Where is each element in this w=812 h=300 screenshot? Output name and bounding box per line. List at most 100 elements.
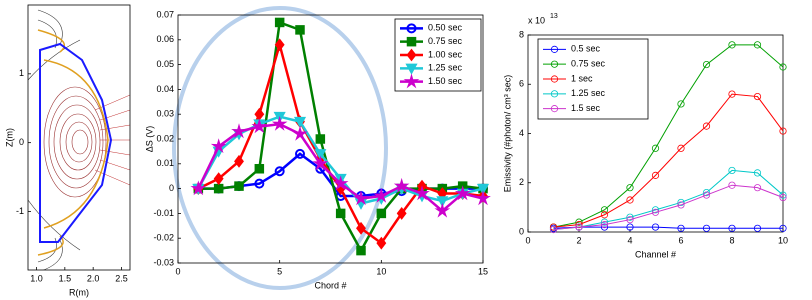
marker [677,201,685,209]
marker [753,224,762,232]
y-tick-label: 0.05 [156,59,174,69]
marker [475,190,491,206]
marker [779,127,787,135]
y-tick-label: 6 [519,79,524,89]
marker [295,25,305,35]
marker [234,181,244,191]
marker [753,41,762,49]
x-tick-label: 1.5 [59,273,72,283]
x-tick-label: 2.0 [87,273,100,283]
legend-marker [406,36,417,47]
marker [677,100,685,108]
highlight-ellipse [172,6,388,290]
x-tick-label: 0 [525,235,530,245]
series-line [553,169,784,231]
marker [779,63,787,71]
marker [335,208,346,219]
y-tick-label: -0.02 [153,233,174,243]
marker [702,191,711,199]
y-tick-label: 0.03 [156,109,174,119]
legend-label: 0.50 sec [428,23,463,33]
marker [292,125,308,141]
marker [210,138,227,154]
plot-frame [27,4,131,271]
marker [600,223,609,231]
marker [274,166,285,177]
marker [728,224,736,232]
legend-label: 0.5 sec [571,44,601,54]
y-tick-label: 0.06 [156,34,174,44]
y-tick-label: 0 [169,183,174,193]
y-tick-label: 0.04 [156,84,174,94]
x-tick-label: 2.5 [115,273,128,283]
marker [702,224,711,232]
marker [476,183,490,195]
legend-label: 1.50 sec [428,76,463,86]
y-tick-label: 0.07 [156,9,174,19]
y-tick-label: 2 [519,177,524,187]
marker [677,144,685,152]
marker [376,236,387,250]
y-multiplier-exponent: 13 [550,13,558,20]
marker [190,180,207,196]
marker [575,218,583,226]
marker [600,221,609,229]
marker [626,213,634,221]
marker [575,223,583,231]
x-tick-label: 1.0 [30,273,43,283]
legend-marker [550,60,559,68]
y-axis-label: Emissivity (#photon/ cm³ sec) [502,75,512,193]
marker [231,123,247,139]
marker [753,92,762,101]
marker [251,118,268,134]
marker [393,177,410,193]
marker [600,206,609,214]
y-multiplier: x 10 [528,15,545,25]
y-tick-label: 0.02 [156,133,174,143]
legend-marker [403,73,420,89]
marker [454,185,471,201]
marker [295,148,305,159]
marker [312,155,329,171]
marker [651,223,660,231]
marker [315,134,326,144]
x-axis-label: Chord # [314,280,346,290]
legend-label: 1.25 sec [571,88,606,98]
x-tick-label: 10 [376,266,386,276]
legend-label: 1 sec [571,73,593,83]
x-axis-label: R(m) [69,287,89,297]
marker [626,196,634,204]
marker [293,116,307,129]
marker [677,198,685,207]
marker [353,190,369,206]
legend-marker [550,75,559,83]
legend-label: 1.5 sec [571,103,601,113]
y-tick-label: -0.03 [153,257,174,267]
marker [356,221,366,235]
series-line [553,44,784,228]
marker [575,221,583,229]
x-axis-label: Channel # [635,249,676,259]
y-tick-label: 0 [519,226,524,236]
marker [702,189,711,197]
marker [549,225,558,234]
y-tick-label: 4 [519,128,524,138]
marker [332,175,349,191]
marker [702,122,711,130]
y-tick-label: 0.01 [156,158,174,168]
marker [434,202,451,218]
legend-marker [550,45,559,53]
marker [376,208,387,219]
x-tick-label: 6 [678,235,683,245]
marker [677,224,685,232]
marker [213,183,224,194]
x-tick-label: 15 [478,266,488,276]
marker [314,149,327,161]
marker [779,191,787,199]
marker [213,172,224,186]
marker [728,90,736,98]
y-tick-label: -0.01 [153,208,174,218]
marker [728,166,736,175]
